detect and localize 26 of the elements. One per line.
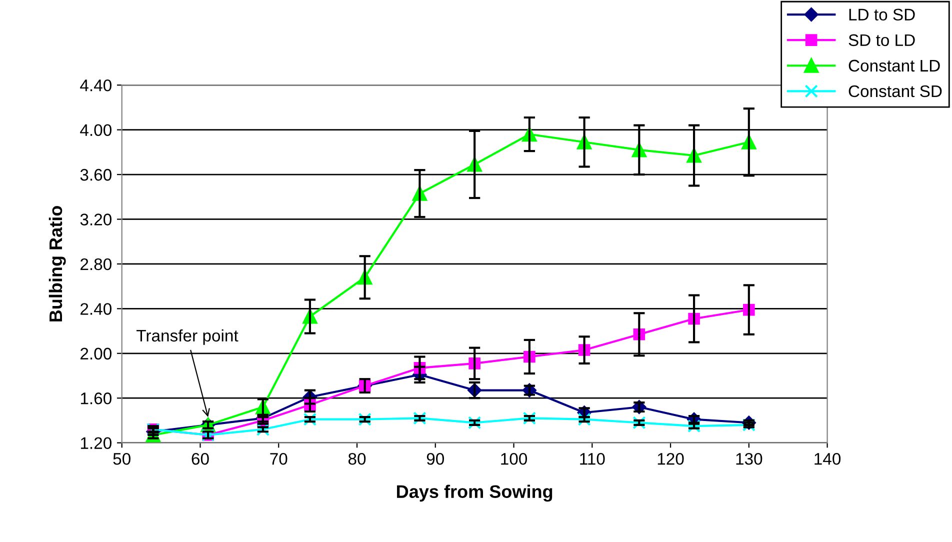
x-tick-label: 120: [658, 452, 684, 465]
annotation: Transfer point: [136, 329, 238, 345]
x-tick-label: 60: [192, 452, 209, 465]
legend-label: Constant LD: [848, 60, 940, 72]
y-tick-label: 4.00: [80, 124, 112, 136]
y-tick-label: 2.40: [80, 303, 112, 315]
x-tick-label: 90: [426, 452, 444, 465]
legend-label: SD to LD: [848, 34, 915, 46]
y-tick-label: 3.60: [80, 168, 112, 181]
x-tick-label: 110: [580, 452, 605, 465]
y-tick-label: 3.20: [80, 214, 112, 226]
x-tick-label: 100: [501, 452, 528, 465]
y-tick-label: 1.60: [80, 392, 112, 404]
x-axis-title: Days from Sowing: [397, 484, 552, 502]
y-tick-label: 1.20: [80, 437, 112, 450]
legend-label: Constant SD: [848, 85, 942, 98]
x-tick-label: 80: [348, 452, 366, 465]
x-tick-label: 140: [814, 452, 841, 465]
legend-label: LD to SD: [849, 8, 915, 21]
x-tick-label: 50: [113, 452, 130, 465]
y-tick-label: 2.00: [80, 348, 112, 360]
y-tick-label: 2.80: [80, 258, 112, 270]
y-tick-label: 4.40: [80, 79, 112, 92]
x-tick-label: 130: [736, 452, 762, 465]
x-tick-label: 70: [270, 452, 288, 465]
y-axis-title: Bulbing Ratio: [48, 206, 66, 322]
